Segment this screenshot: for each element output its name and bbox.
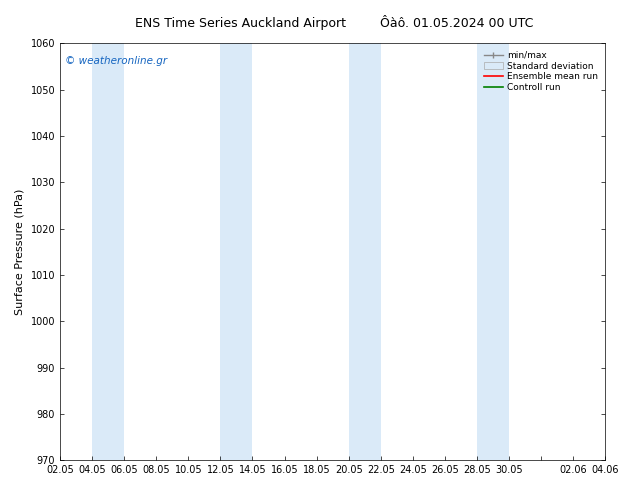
Y-axis label: Surface Pressure (hPa): Surface Pressure (hPa): [15, 189, 25, 315]
Legend: min/max, Standard deviation, Ensemble mean run, Controll run: min/max, Standard deviation, Ensemble me…: [482, 48, 601, 95]
Text: ENS Time Series Auckland Airport: ENS Time Series Auckland Airport: [136, 17, 346, 30]
Bar: [221, 44, 252, 460]
Text: Ôàô. 01.05.2024 00 UTC: Ôàô. 01.05.2024 00 UTC: [380, 17, 533, 30]
Bar: [605, 44, 634, 460]
Bar: [349, 44, 381, 460]
Bar: [477, 44, 509, 460]
Bar: [92, 44, 124, 460]
Text: © weatheronline.gr: © weatheronline.gr: [65, 56, 167, 66]
